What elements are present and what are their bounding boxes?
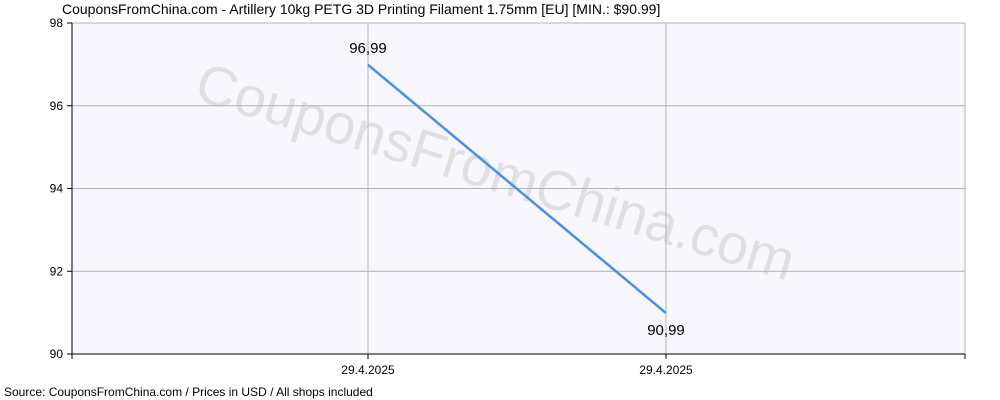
y-tick-label: 98 bbox=[50, 16, 64, 30]
y-tick-label: 96 bbox=[50, 99, 64, 113]
grid-lines bbox=[72, 22, 966, 354]
x-tick-label: 29.4.2025 bbox=[639, 363, 693, 377]
price-series-line bbox=[367, 63, 667, 314]
source-note: Source: CouponsFromChina.com / Prices in… bbox=[4, 385, 373, 399]
y-tick-label: 94 bbox=[50, 182, 64, 196]
tick-labels: 90 92 94 96 98 29.4.2025 29.4.2025 bbox=[50, 16, 693, 377]
chart-title: CouponsFromChina.com - Artillery 10kg PE… bbox=[62, 1, 661, 17]
y-tick-label: 92 bbox=[50, 264, 64, 278]
y-tick-label: 90 bbox=[50, 347, 64, 361]
x-tick-label: 29.4.2025 bbox=[341, 363, 395, 377]
axes bbox=[67, 22, 966, 359]
data-label: 90,99 bbox=[647, 322, 685, 339]
series-layer: 96,99 90,99 bbox=[349, 40, 685, 339]
data-label: 96,99 bbox=[349, 40, 387, 57]
